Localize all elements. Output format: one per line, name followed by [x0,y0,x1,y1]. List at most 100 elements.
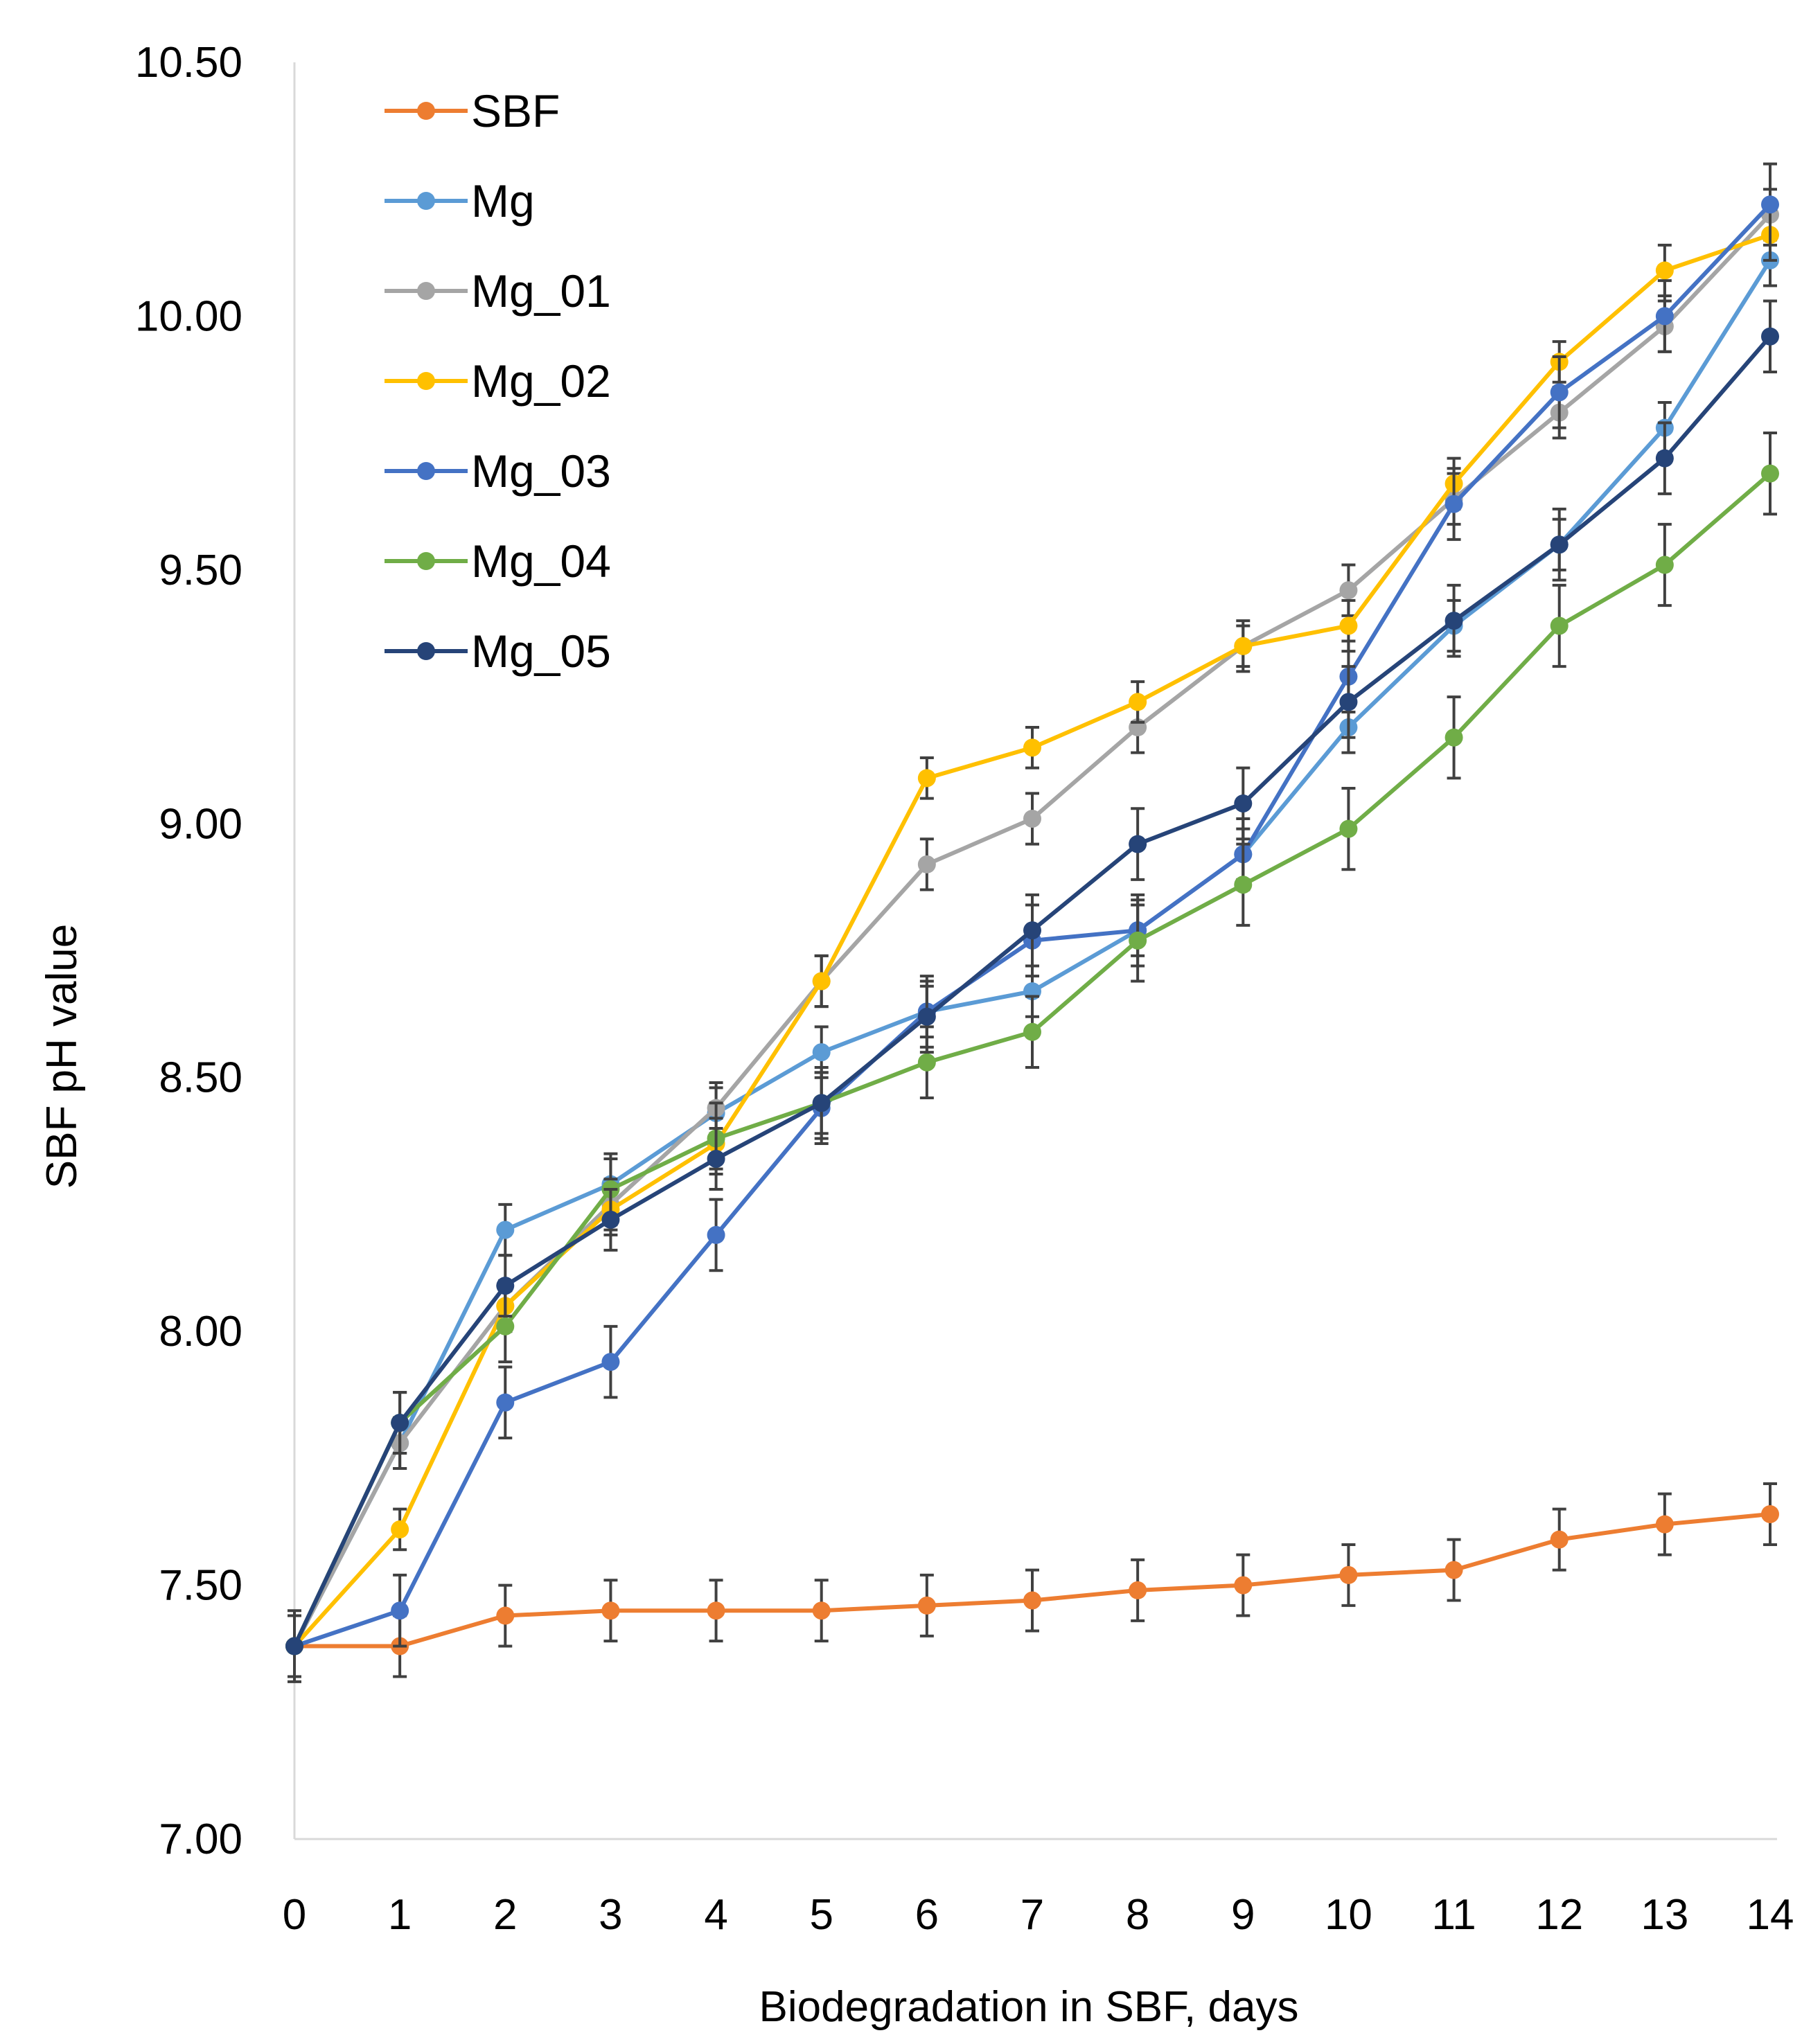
legend-label: SBF [471,85,560,136]
data-point [1761,327,1779,346]
y-axis-title: SBF pH value [38,924,86,1189]
axes [293,62,1777,1840]
data-point [1023,1591,1041,1610]
data-point [1339,616,1358,635]
x-tick-label: 1 [388,1891,412,1939]
data-point [285,1637,303,1655]
data-point [1444,612,1463,630]
data-point [1655,1515,1674,1534]
data-point [1339,819,1358,838]
data-point [496,1220,515,1239]
x-tick-label: 4 [704,1891,727,1939]
data-point [1234,637,1253,655]
series-mg_05 [285,299,1779,1678]
y-tick-label: 9.00 [159,800,242,848]
data-point [1339,693,1358,711]
data-point [391,1601,409,1620]
data-point [1655,261,1674,280]
data-point [917,855,936,873]
series-layer [285,162,1779,1683]
data-point [1129,693,1147,711]
data-point [1550,616,1569,635]
y-tick-labels: 7.00 7.50 8.00 8.50 9.00 9.50 10.00 10.50 [135,39,242,1863]
data-point [812,1601,831,1620]
data-point [1444,495,1463,513]
y-tick-label: 7.00 [159,1815,242,1863]
data-point [1023,809,1041,828]
data-point [391,1414,409,1432]
x-tick-label: 11 [1431,1891,1476,1939]
x-tick-label: 6 [915,1891,939,1939]
data-point [1550,1530,1569,1549]
data-point [812,1094,831,1112]
data-point [601,1210,620,1229]
legend-label: Mg_03 [471,445,611,497]
legend-item-mg_05: Mg_05 [385,625,611,677]
data-point [601,1353,620,1371]
data-point [917,769,936,788]
x-tick-label: 5 [809,1891,833,1939]
x-axis-title: Biodegradation in SBF, days [759,1983,1299,2031]
legend-swatch-marker [417,372,435,390]
data-point [496,1277,515,1295]
series-mg_04 [285,431,1779,1678]
y-tick-label: 8.00 [159,1308,242,1356]
legend: SBF Mg Mg_01 Mg_02 Mg_03 Mg_04 Mg_05 [385,85,611,677]
x-tick-label: 7 [1021,1891,1044,1939]
data-point [496,1606,515,1625]
legend-swatch-marker [417,192,435,210]
x-tick-label: 3 [599,1891,622,1939]
legend-label: Mg_02 [471,355,611,407]
data-point [1655,307,1674,326]
legend-item-mg_04: Mg_04 [385,535,611,587]
data-point [1023,1022,1041,1041]
data-point [707,1601,725,1620]
data-point [1655,449,1674,468]
data-point [1550,383,1569,402]
legend-item-mg_02: Mg_02 [385,355,611,407]
legend-item-mg_01: Mg_01 [385,265,611,317]
legend-item-mg: Mg [385,175,535,227]
data-point [1023,921,1041,940]
data-point [1655,556,1674,574]
data-point [1339,1565,1358,1584]
data-point [1129,1581,1147,1599]
y-tick-label: 10.50 [135,39,242,87]
legend-swatch-marker [417,282,435,300]
data-point [1550,535,1569,554]
y-tick-label: 9.50 [159,547,242,594]
series-sbf [285,1482,1779,1683]
legend-swatch-marker [417,642,435,660]
data-point [496,1317,515,1335]
legend-label: Mg_01 [471,265,611,317]
x-tick-labels: 0 1 2 3 4 5 6 7 8 9 10 11 12 13 14 [283,1891,1794,1939]
data-point [1761,195,1779,214]
x-tick-label: 0 [283,1891,306,1939]
data-point [1444,1561,1463,1579]
legend-item-sbf: SBF [385,85,560,136]
x-tick-label: 10 [1325,1891,1372,1939]
data-point [1023,738,1041,757]
x-tick-label: 14 [1747,1891,1794,1939]
data-point [1234,876,1253,894]
data-point [1444,728,1463,747]
data-point [707,1149,725,1168]
data-point [1234,794,1253,813]
x-tick-label: 9 [1231,1891,1255,1939]
data-point [917,1053,936,1072]
data-point [496,1393,515,1412]
data-point [812,972,831,991]
data-point [1129,835,1147,853]
data-point [1234,1576,1253,1595]
data-point [1129,931,1147,950]
x-tick-label: 13 [1641,1891,1688,1939]
x-tick-label: 12 [1535,1891,1583,1939]
series-mg_02 [285,208,1779,1678]
x-tick-label: 2 [493,1891,517,1939]
legend-swatch-marker [417,552,435,570]
data-point [391,1520,409,1538]
data-point [601,1601,620,1620]
data-point [1339,581,1358,600]
y-tick-label: 7.50 [159,1562,242,1610]
